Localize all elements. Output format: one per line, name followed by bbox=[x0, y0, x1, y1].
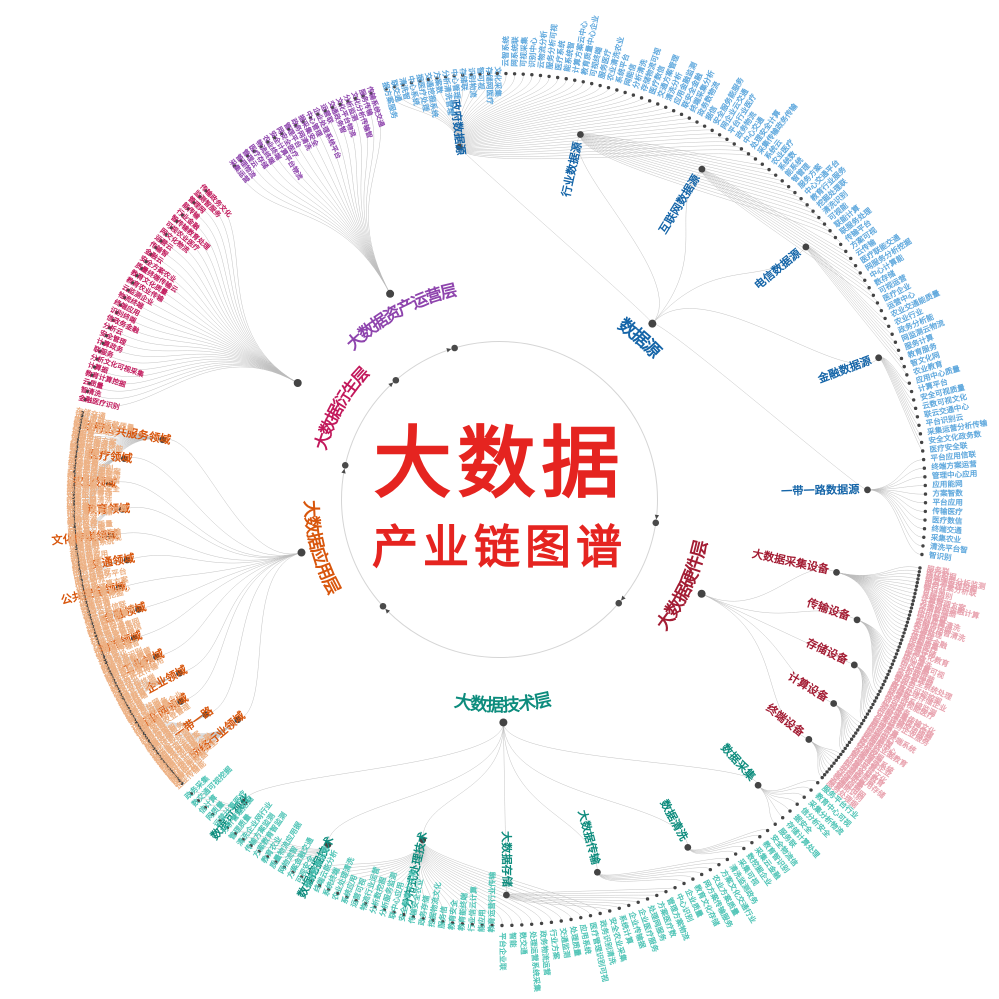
svg-text:数交通: 数交通 bbox=[518, 932, 529, 956]
svg-text:互联网数据源: 互联网数据源 bbox=[656, 171, 703, 236]
svg-text:数据采集: 数据采集 bbox=[718, 741, 759, 784]
svg-text:平台企业联: 平台企业联 bbox=[498, 932, 508, 970]
svg-text:金融数据源: 金融数据源 bbox=[815, 353, 874, 386]
svg-text:层: 层 bbox=[532, 689, 553, 712]
svg-text:电信数据源: 电信数据源 bbox=[751, 245, 804, 292]
svg-text:能应用: 能应用 bbox=[476, 909, 487, 932]
svg-text:大数据采集设备: 大数据采集设备 bbox=[751, 546, 831, 576]
svg-text:传输设备: 传输设备 bbox=[804, 595, 853, 623]
svg-text:文化采集: 文化采集 bbox=[493, 66, 503, 97]
svg-text:行业数据源: 行业数据源 bbox=[559, 140, 585, 199]
svg-text:层: 层 bbox=[687, 538, 711, 560]
svg-text:计算设备: 计算设备 bbox=[786, 669, 832, 705]
svg-text:教育运营行业传输: 教育运营行业传输 bbox=[486, 871, 497, 932]
svg-text:方案智数: 方案智数 bbox=[932, 488, 963, 498]
svg-text:一带一路数据源: 一带一路数据源 bbox=[781, 482, 860, 498]
svg-text:应用能网: 应用能网 bbox=[932, 478, 963, 489]
svg-text:终端设备: 终端设备 bbox=[763, 701, 808, 740]
svg-text:存储设备: 存储设备 bbox=[804, 635, 851, 667]
svg-text:平台应用: 平台应用 bbox=[932, 497, 962, 507]
svg-text:智能: 智能 bbox=[508, 932, 518, 948]
svg-text:大数据传输: 大数据传输 bbox=[575, 808, 603, 866]
svg-text:云智系统: 云智系统 bbox=[500, 36, 510, 67]
svg-text:层: 层 bbox=[438, 280, 459, 302]
svg-text:大数据存储: 大数据存储 bbox=[499, 831, 514, 887]
